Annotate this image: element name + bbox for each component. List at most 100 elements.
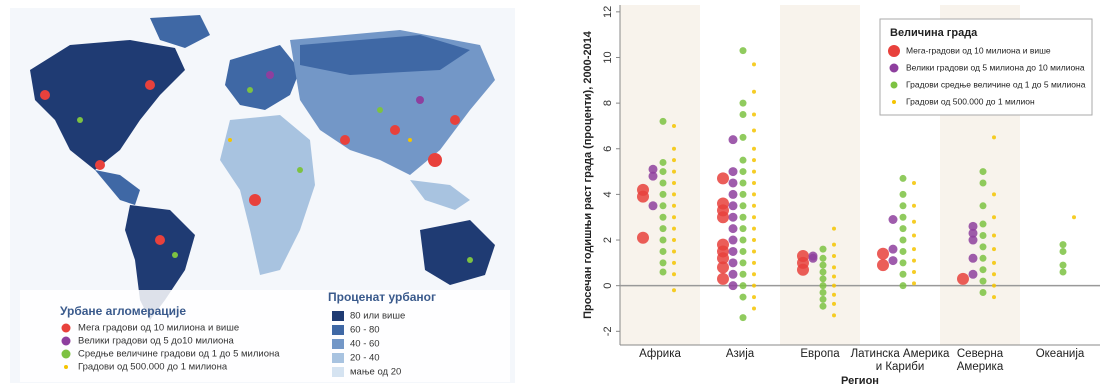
point bbox=[637, 231, 649, 244]
point bbox=[739, 99, 747, 107]
urban-swatch bbox=[332, 311, 344, 321]
point bbox=[659, 158, 667, 166]
point bbox=[659, 268, 667, 276]
y-tick-label: 6 bbox=[602, 146, 614, 152]
city-dot bbox=[390, 125, 400, 135]
urban-swatch bbox=[332, 353, 344, 363]
point bbox=[672, 226, 676, 231]
point bbox=[979, 254, 987, 262]
point bbox=[659, 168, 667, 176]
city-dot bbox=[408, 138, 412, 142]
point bbox=[992, 260, 996, 265]
point bbox=[728, 235, 738, 245]
point bbox=[912, 180, 916, 185]
point bbox=[752, 62, 756, 67]
map-legend-title: Урбане агломерације bbox=[60, 304, 186, 318]
point bbox=[899, 247, 907, 255]
point bbox=[672, 260, 676, 265]
point bbox=[637, 190, 649, 203]
x-tick-label-box: Африка bbox=[639, 348, 681, 360]
x-tick-label: Океанија bbox=[1035, 348, 1085, 360]
point bbox=[797, 263, 809, 276]
point bbox=[752, 146, 756, 151]
point bbox=[968, 235, 978, 245]
point bbox=[912, 269, 916, 274]
x-tick-label-box: Океанија bbox=[1035, 348, 1085, 360]
north-america bbox=[30, 40, 185, 170]
point bbox=[832, 274, 836, 279]
point bbox=[899, 213, 907, 221]
urban-swatch bbox=[332, 367, 344, 377]
point bbox=[739, 225, 747, 233]
legend-box bbox=[879, 18, 1093, 116]
point bbox=[832, 242, 836, 247]
point bbox=[717, 172, 729, 185]
city-dot bbox=[145, 80, 155, 90]
point bbox=[752, 272, 756, 277]
y-tick-label: 0 bbox=[602, 283, 614, 289]
city-dot bbox=[467, 257, 473, 263]
point bbox=[979, 179, 987, 187]
point bbox=[739, 168, 747, 176]
point bbox=[739, 190, 747, 198]
point bbox=[752, 192, 756, 197]
point bbox=[739, 156, 747, 164]
point bbox=[1059, 247, 1067, 255]
point bbox=[739, 179, 747, 187]
point bbox=[912, 203, 916, 208]
city-dot bbox=[416, 96, 424, 104]
point bbox=[659, 259, 667, 267]
point bbox=[728, 201, 738, 211]
point bbox=[717, 252, 729, 265]
point bbox=[819, 245, 827, 253]
city-dot bbox=[266, 71, 274, 79]
point bbox=[717, 261, 729, 274]
point bbox=[992, 135, 996, 140]
point bbox=[672, 272, 676, 277]
point bbox=[832, 292, 836, 297]
point bbox=[659, 247, 667, 255]
point bbox=[717, 211, 729, 224]
point bbox=[992, 272, 996, 277]
legend-label: Велики градови од 5 милиона до 10 милион… bbox=[906, 62, 1085, 72]
point bbox=[1059, 261, 1067, 269]
point bbox=[888, 244, 898, 254]
russia bbox=[300, 35, 470, 75]
city-dot bbox=[172, 252, 178, 258]
x-tick-label: Европа bbox=[800, 348, 840, 360]
point bbox=[819, 289, 827, 297]
city-dot bbox=[95, 160, 105, 170]
point bbox=[832, 226, 836, 231]
point bbox=[912, 247, 916, 252]
urban-legend-title: Проценат урбаног bbox=[328, 290, 436, 304]
point bbox=[819, 295, 827, 303]
point bbox=[832, 254, 836, 259]
point bbox=[912, 219, 916, 224]
y-axis-label: Просечан годишњи раст града (проценти), … bbox=[582, 30, 594, 319]
city-dot bbox=[428, 153, 442, 167]
point bbox=[672, 203, 676, 208]
region-band bbox=[620, 5, 700, 345]
point bbox=[659, 225, 667, 233]
map-legend-label: Средње величине градови од 1 до 5 милион… bbox=[78, 349, 280, 360]
africa bbox=[220, 115, 315, 275]
point bbox=[899, 270, 907, 278]
city-dot bbox=[249, 194, 261, 206]
x-tick-label: Африка bbox=[639, 348, 681, 360]
point bbox=[979, 202, 987, 210]
point bbox=[728, 269, 738, 279]
point bbox=[728, 258, 738, 268]
point bbox=[648, 201, 658, 211]
point bbox=[739, 314, 747, 322]
point bbox=[979, 220, 987, 228]
map-legend-dot bbox=[64, 365, 68, 369]
point bbox=[739, 236, 747, 244]
x-tick-label-box: Азија bbox=[726, 348, 754, 360]
city-dot bbox=[40, 90, 50, 100]
map-legend-label: Велики градови од 5 до10 милиона bbox=[78, 336, 235, 347]
legend-marker bbox=[888, 45, 900, 57]
point bbox=[968, 269, 978, 279]
point bbox=[819, 261, 827, 269]
point bbox=[819, 268, 827, 276]
point bbox=[739, 247, 747, 255]
